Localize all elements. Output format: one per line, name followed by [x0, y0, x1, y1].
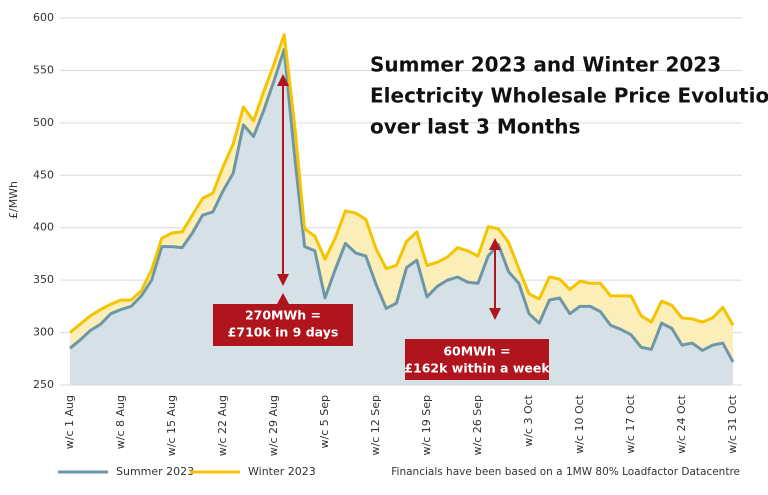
annotation-box — [213, 293, 353, 346]
y-tick-label: 400 — [33, 221, 54, 234]
line — [69, 33, 735, 334]
chart-title: over last 3 Months — [370, 115, 580, 139]
x-tick-label: w/c 19 Sep — [420, 395, 433, 455]
x-tick-label: w/c 1 Aug — [63, 395, 76, 449]
y-axis-label: £/MWh — [7, 181, 20, 219]
annotation: £710k in 9 days — [228, 325, 339, 340]
y-tick-label: 350 — [33, 273, 54, 286]
y-tick-label: 600 — [33, 11, 54, 24]
chart-title: Electricity Wholesale Price Evolution — [370, 84, 768, 108]
x-tick-label: w/c 17 Oct — [624, 394, 637, 453]
y-tick-label: 450 — [33, 168, 54, 181]
area — [70, 49, 733, 385]
plot-area: 250 300 350 400 450 500 550 600 w/c 1 Aug w/c 8 A… — [33, 11, 742, 456]
x-tick-label: w/c 5 Sep — [318, 395, 331, 448]
x-tick-label: w/c 10 Oct — [573, 394, 586, 453]
x-tick-label: w/c 15 Aug — [165, 395, 178, 456]
x-tick-label: w/c 26 Sep — [471, 395, 484, 455]
y-tick-label: 250 — [33, 378, 54, 391]
y-tick-label: 550 — [33, 63, 54, 76]
footnote: Financials have been based on a 1MW 80% … — [391, 466, 740, 478]
annotation: 270MWh = — [245, 308, 321, 323]
annotation: 60MWh = — [443, 344, 510, 359]
x-tick-label: w/c 3 Oct — [522, 394, 535, 446]
x-tick-label: w/c 12 Sep — [369, 395, 382, 455]
y-tick-label: 500 — [33, 116, 54, 129]
annotation-box — [405, 339, 549, 380]
legend-label: Summer 2023 — [116, 465, 194, 478]
x-tick-label: w/c 31 Oct — [726, 394, 739, 453]
x-tick-label: w/c 29 Aug — [267, 395, 280, 456]
annotation: £162k within a week — [404, 361, 550, 376]
y-tick-label: 300 — [33, 326, 54, 339]
chart-title: Summer 2023 and Winter 2023 — [370, 53, 721, 77]
x-tick-label: w/c 8 Aug — [114, 395, 127, 449]
line — [69, 47, 735, 363]
legend-label: Winter 2023 — [248, 465, 316, 478]
x-tick-label: w/c 24 Oct — [675, 394, 688, 453]
x-tick-label: w/c 22 Aug — [216, 395, 229, 456]
